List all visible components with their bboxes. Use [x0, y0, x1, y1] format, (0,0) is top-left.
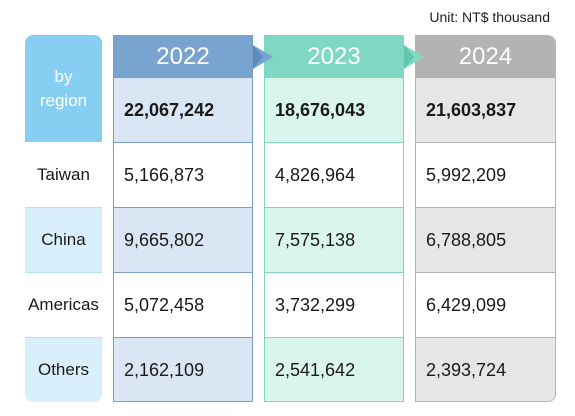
- value-cell: 7,575,138: [265, 207, 403, 272]
- region-label: Others: [25, 337, 102, 402]
- value-cell: 4,826,964: [265, 142, 403, 207]
- unit-label: Unit: NT$ thousand: [429, 9, 550, 25]
- arrow-right-icon: [404, 45, 424, 69]
- value-cell: 2,162,109: [114, 337, 252, 401]
- year-header: 2024: [416, 35, 555, 78]
- value-cell: 5,072,458: [114, 272, 252, 337]
- value-cell: 5,992,209: [416, 142, 555, 207]
- region-header-line1: by: [54, 66, 73, 86]
- region-label: Americas: [25, 272, 102, 337]
- region-header: by region: [25, 35, 102, 142]
- region-label: Taiwan: [37, 164, 90, 184]
- total-cell: 21,603,837: [416, 78, 555, 142]
- year-header: 2023: [265, 35, 403, 78]
- value-cell: 6,429,099: [416, 272, 555, 337]
- value-cell: 9,665,802: [114, 207, 252, 272]
- year-column-2022: 2022 22,067,242 5,166,873 9,665,802 5,07…: [113, 35, 253, 402]
- year-column-2023: 2023 18,676,043 4,826,964 7,575,138 3,73…: [264, 35, 404, 402]
- region-header-line2: region: [39, 90, 88, 110]
- year-header: 2022: [114, 35, 252, 78]
- total-cell: 22,067,242: [114, 78, 252, 142]
- region-label: China: [25, 207, 102, 272]
- value-cell: 5,166,873: [114, 142, 252, 207]
- arrow-right-icon: [253, 45, 273, 69]
- total-cell: 18,676,043: [265, 78, 403, 142]
- value-cell: 2,393,724: [416, 337, 555, 401]
- year-column-2024: 2024 21,603,837 5,992,209 6,788,805 6,42…: [415, 35, 556, 402]
- value-cell: 6,788,805: [416, 207, 555, 272]
- region-column: by region Taiwan China Americas Others: [25, 35, 102, 402]
- value-cell: 2,541,642: [265, 337, 403, 401]
- value-cell: 3,732,299: [265, 272, 403, 337]
